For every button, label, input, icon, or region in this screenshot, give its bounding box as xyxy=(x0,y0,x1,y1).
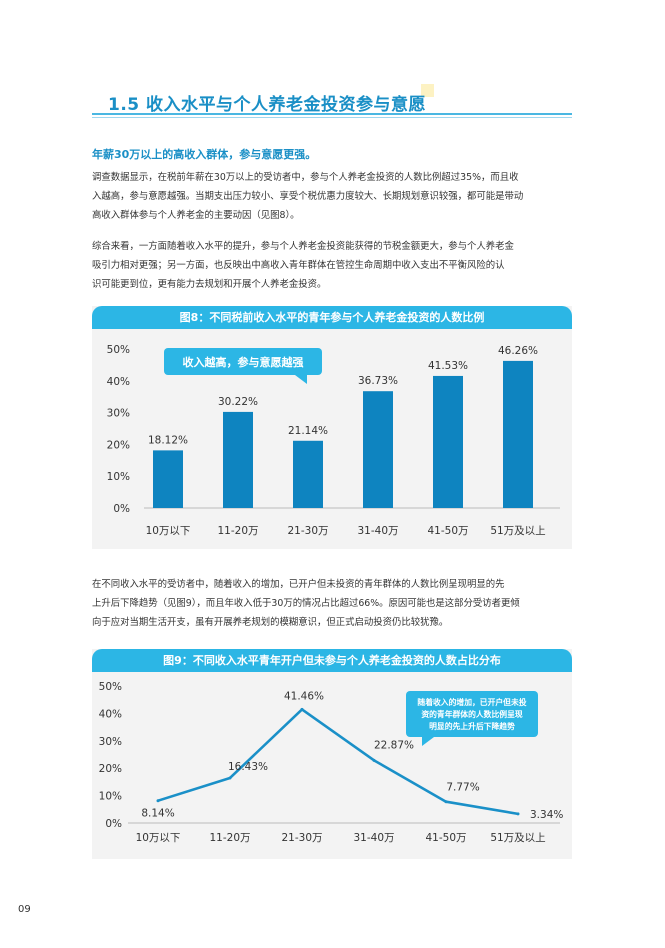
data-point xyxy=(156,799,160,803)
paragraph-line: 调查数据显示，在税前年薪在30万以上的受访者中，参与个人养老金投资的人数比例超过… xyxy=(92,172,519,183)
bar xyxy=(153,450,183,508)
paragraph-line: 上升后下降趋势（见图9），而且年收入低于30万的情况占比超过66%。原因可能也是… xyxy=(92,598,520,609)
data-label: 16.43% xyxy=(228,761,268,773)
x-tick-label: 11-20万 xyxy=(217,525,258,537)
paragraph-line: 综合来看，一方面随着收入水平的提升，参与个人养老金投资能获得的节税金额更大，参与… xyxy=(92,241,514,252)
data-label: 7.77% xyxy=(446,782,479,794)
y-tick-label: 50% xyxy=(107,344,130,356)
figure-8-chart: 0% 10% 20% 30% 40% 50% 18.12% 10万以下 30.22% 11-20万… xyxy=(107,344,560,537)
bar xyxy=(433,375,463,508)
bar xyxy=(223,411,253,508)
x-tick-label: 10万以下 xyxy=(146,525,191,537)
data-label: 8.14% xyxy=(141,808,174,820)
annotation-pointer xyxy=(295,375,307,384)
data-label: 41.53% xyxy=(428,360,468,372)
y-tick-label: 0% xyxy=(105,818,122,830)
paragraph-line: 向于应对当期生活开支，虽有开展养老规划的模糊意识，但正式启动投资仍比较犹豫。 xyxy=(92,617,449,628)
x-tick-label: 31-40万 xyxy=(353,832,394,844)
subheading: 年薪30万以上的高收入群体，参与意愿更强。 xyxy=(92,148,317,161)
y-tick-label: 40% xyxy=(107,376,130,388)
bar xyxy=(293,440,323,508)
y-tick-label: 40% xyxy=(99,708,122,720)
paragraph-line: 识可能更到位，更有能力去规划和开展个人养老金投资。 xyxy=(92,279,327,290)
bar xyxy=(363,391,393,508)
paragraph-1: 调查数据显示，在税前年薪在30万以上的受访者中，参与个人养老金投资的人数比例超过… xyxy=(92,168,576,225)
bar xyxy=(503,360,533,508)
y-tick-label: 10% xyxy=(107,471,130,483)
paragraph-line: 入越高，参与意愿越强。当期支出压力较小、享受个税优惠力度较大、长期规划意识较强，… xyxy=(92,191,524,202)
x-tick-label: 11-20万 xyxy=(209,832,250,844)
annotation-pointer xyxy=(422,737,434,746)
x-tick-label: 41-50万 xyxy=(425,832,466,844)
x-tick-label: 10万以下 xyxy=(136,832,181,844)
paragraph-line: 吸引力相对更强；另一方面，也反映出中高收入青年群体在管控生命周期中收入支出不平衡… xyxy=(92,260,505,271)
figure-8-panel: 图8：不同税前收入水平的青年参与个人养老金投资的人数比例 0% 10% 20% 30%… xyxy=(92,306,572,549)
data-point xyxy=(444,800,448,804)
x-tick-label: 51万及以上 xyxy=(490,525,545,537)
figure-9-title: 图9：不同收入水平青年开户但未参与个人养老金投资的人数占比分布 xyxy=(92,649,572,672)
annotation-text: 明显的先上升后下降趋势 xyxy=(429,721,515,731)
annotation-text: 资的青年群体的人数比例呈现 xyxy=(421,709,523,719)
annotation-text: 随着收入的增加，已开户但未投 xyxy=(417,697,526,707)
data-label: 30.22% xyxy=(218,396,258,408)
annotation-callout xyxy=(164,348,322,375)
page-number: 09 xyxy=(18,904,31,915)
x-tick-label: 21-30万 xyxy=(287,525,328,537)
title-decoration xyxy=(421,84,434,97)
annotation-callout xyxy=(406,691,538,737)
series-line xyxy=(157,708,519,816)
y-tick-label: 30% xyxy=(107,408,130,420)
y-tick-label: 30% xyxy=(99,736,122,748)
figure-8-title: 图8：不同税前收入水平的青年参与个人养老金投资的人数比例 xyxy=(92,306,572,329)
x-tick-label: 51万及以上 xyxy=(490,832,545,844)
title-underline-thin xyxy=(92,117,572,118)
data-point xyxy=(300,707,304,711)
paragraph-3: 在不同收入水平的受访者中，随着收入的增加，已开户但未投资的青年群体的人数比例呈现… xyxy=(92,575,576,632)
x-tick-label: 21-30万 xyxy=(281,832,322,844)
data-label: 22.87% xyxy=(374,739,414,751)
y-tick-label: 10% xyxy=(99,791,122,803)
annotation-text: 收入越高，参与意愿越强 xyxy=(183,355,304,369)
paragraph-2: 综合来看，一方面随着收入水平的提升，参与个人养老金投资能获得的节税金额更大，参与… xyxy=(92,237,576,294)
data-label: 3.34% xyxy=(530,809,563,821)
data-label: 18.12% xyxy=(148,434,188,446)
x-tick-label: 41-50万 xyxy=(427,525,468,537)
paragraph-line: 在不同收入水平的受访者中，随着收入的增加，已开户但未投资的青年群体的人数比例呈现… xyxy=(92,579,505,590)
data-point xyxy=(516,812,520,816)
y-tick-label: 0% xyxy=(113,503,130,515)
x-tick-label: 31-40万 xyxy=(357,525,398,537)
y-tick-label: 20% xyxy=(107,439,130,451)
data-label: 21.14% xyxy=(288,425,328,437)
data-label: 41.46% xyxy=(284,690,324,702)
data-point xyxy=(372,758,376,762)
figure-9-panel: 图9：不同收入水平青年开户但未参与个人养老金投资的人数占比分布 0% 10% 20%… xyxy=(92,649,572,859)
title-underline xyxy=(92,113,572,115)
paragraph-line: 高收入群体参与个人养老金的主要动因（见图8）。 xyxy=(92,210,300,221)
section-title: 1.5 收入水平与个人养老金投资参与意愿 xyxy=(108,95,427,115)
y-tick-label: 20% xyxy=(99,763,122,775)
figure-9-chart: 0% 10% 20% 30% 40% 50% 8.14% 10万以下 16.43% 11-20万 4… xyxy=(99,681,564,844)
data-label: 36.73% xyxy=(358,375,398,387)
data-label: 46.26% xyxy=(498,345,538,357)
y-tick-label: 50% xyxy=(99,681,122,693)
data-point xyxy=(228,776,232,780)
